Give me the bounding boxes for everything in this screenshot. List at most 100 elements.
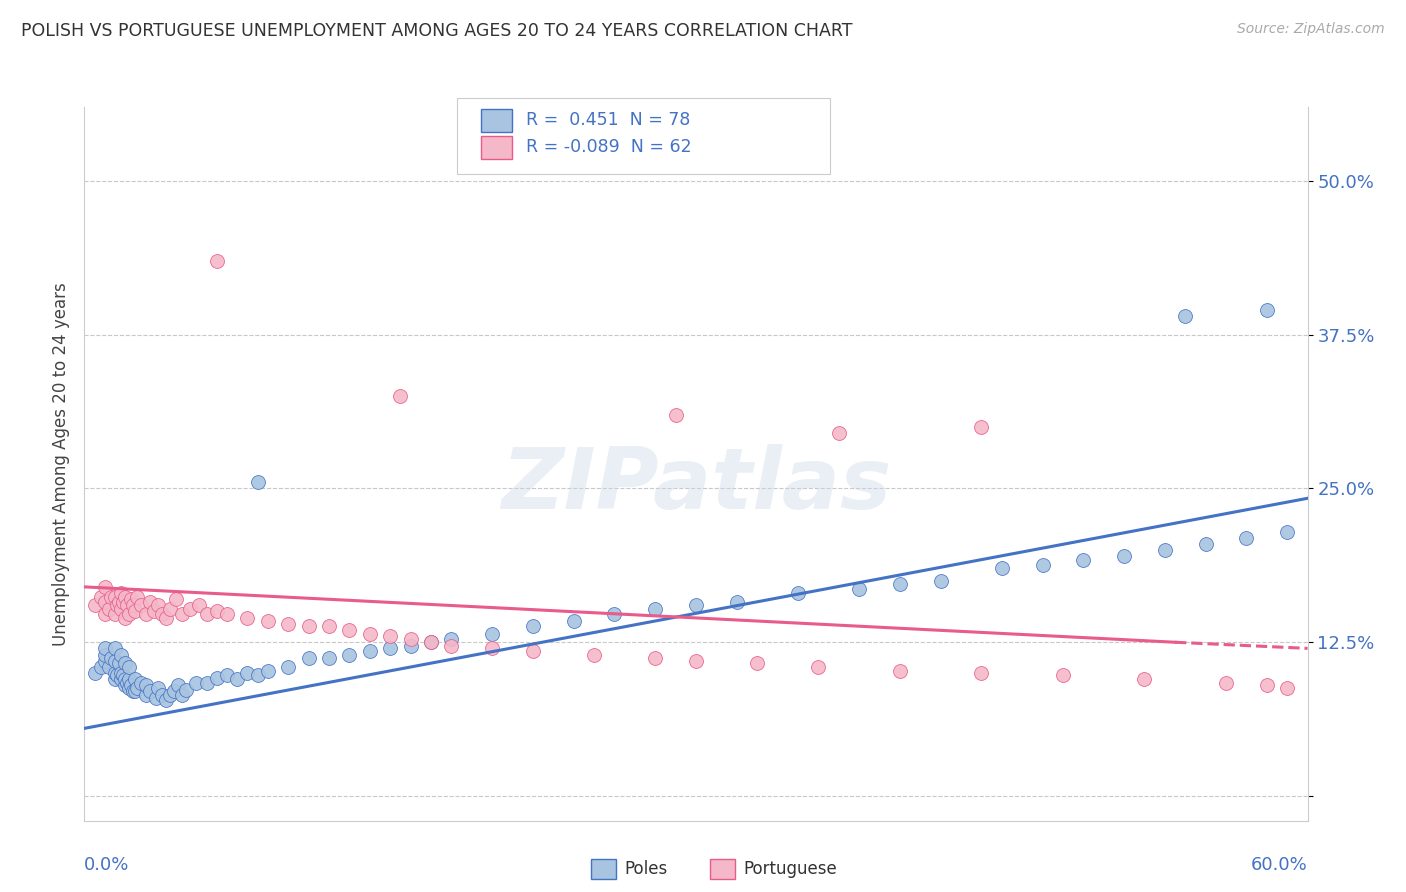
Point: [889, 664, 911, 678]
Text: R = -0.089  N = 62: R = -0.089 N = 62: [526, 138, 692, 156]
Point: [644, 651, 666, 665]
Text: POLISH VS PORTUGUESE UNEMPLOYMENT AMONG AGES 20 TO 24 YEARS CORRELATION CHART: POLISH VS PORTUGUESE UNEMPLOYMENT AMONG …: [21, 22, 852, 40]
Point: [150, 688, 173, 702]
Point: [163, 684, 186, 698]
Point: [991, 561, 1014, 575]
Point: [603, 607, 626, 621]
Point: [787, 586, 810, 600]
Point: [420, 635, 443, 649]
Point: [1153, 543, 1175, 558]
Text: 0.0%: 0.0%: [84, 856, 129, 874]
Point: [110, 602, 132, 616]
Point: [1256, 303, 1278, 318]
Point: [205, 605, 228, 619]
Point: [1052, 668, 1074, 682]
Point: [93, 641, 115, 656]
Point: [380, 641, 402, 656]
Text: Poles: Poles: [624, 860, 668, 878]
Point: [1114, 549, 1136, 563]
Point: [236, 610, 259, 624]
Point: [807, 660, 830, 674]
Point: [522, 619, 544, 633]
Point: [277, 616, 299, 631]
Point: [399, 639, 422, 653]
Point: [1071, 553, 1094, 567]
Point: [127, 681, 149, 695]
Point: [725, 594, 748, 608]
Point: [1275, 524, 1298, 539]
Point: [848, 582, 870, 597]
Point: [205, 671, 228, 685]
Point: [104, 654, 127, 668]
Point: [105, 668, 128, 682]
Point: [827, 426, 849, 441]
Point: [562, 615, 585, 629]
Point: [93, 648, 115, 662]
Point: [399, 632, 422, 646]
Point: [889, 577, 911, 591]
Point: [205, 253, 228, 268]
Point: [217, 668, 239, 682]
Point: [257, 615, 280, 629]
Point: [118, 672, 141, 686]
Point: [118, 681, 141, 695]
Point: [481, 626, 503, 640]
Point: [179, 602, 201, 616]
Point: [100, 651, 122, 665]
Point: [105, 599, 128, 613]
Point: [97, 602, 120, 616]
Point: [110, 665, 132, 680]
Point: [1234, 531, 1257, 545]
Point: [135, 678, 157, 692]
Point: [115, 599, 138, 613]
Point: [167, 678, 190, 692]
Point: [257, 664, 280, 678]
Point: [246, 668, 269, 682]
Point: [187, 599, 209, 613]
Point: [115, 676, 138, 690]
Point: [135, 688, 157, 702]
Point: [120, 592, 142, 607]
Point: [685, 599, 707, 613]
Point: [172, 607, 194, 621]
Point: [420, 635, 443, 649]
Point: [93, 654, 115, 668]
Point: [114, 656, 136, 670]
Text: 60.0%: 60.0%: [1251, 856, 1308, 874]
Point: [172, 688, 194, 702]
Point: [110, 672, 132, 686]
Point: [298, 619, 321, 633]
Point: [339, 648, 360, 662]
Point: [104, 590, 127, 604]
Point: [277, 660, 299, 674]
Point: [155, 693, 177, 707]
Point: [440, 632, 463, 646]
Point: [135, 607, 157, 621]
Point: [131, 676, 153, 690]
Point: [217, 607, 239, 621]
Point: [339, 623, 360, 637]
Point: [159, 688, 181, 702]
Point: [155, 610, 177, 624]
Point: [83, 599, 105, 613]
Point: [114, 672, 136, 686]
Point: [685, 654, 707, 668]
Point: [582, 648, 605, 662]
Point: [122, 599, 145, 613]
Point: [110, 586, 132, 600]
Point: [359, 626, 381, 640]
Point: [120, 678, 142, 692]
Point: [112, 594, 135, 608]
Point: [1032, 558, 1054, 572]
Point: [127, 590, 149, 604]
Point: [236, 665, 259, 680]
Point: [481, 641, 503, 656]
Point: [108, 594, 131, 608]
Point: [104, 672, 127, 686]
Point: [195, 607, 218, 621]
Point: [246, 475, 269, 490]
Point: [104, 641, 127, 656]
Point: [124, 605, 146, 619]
Point: [124, 672, 146, 686]
Text: Portuguese: Portuguese: [744, 860, 838, 878]
